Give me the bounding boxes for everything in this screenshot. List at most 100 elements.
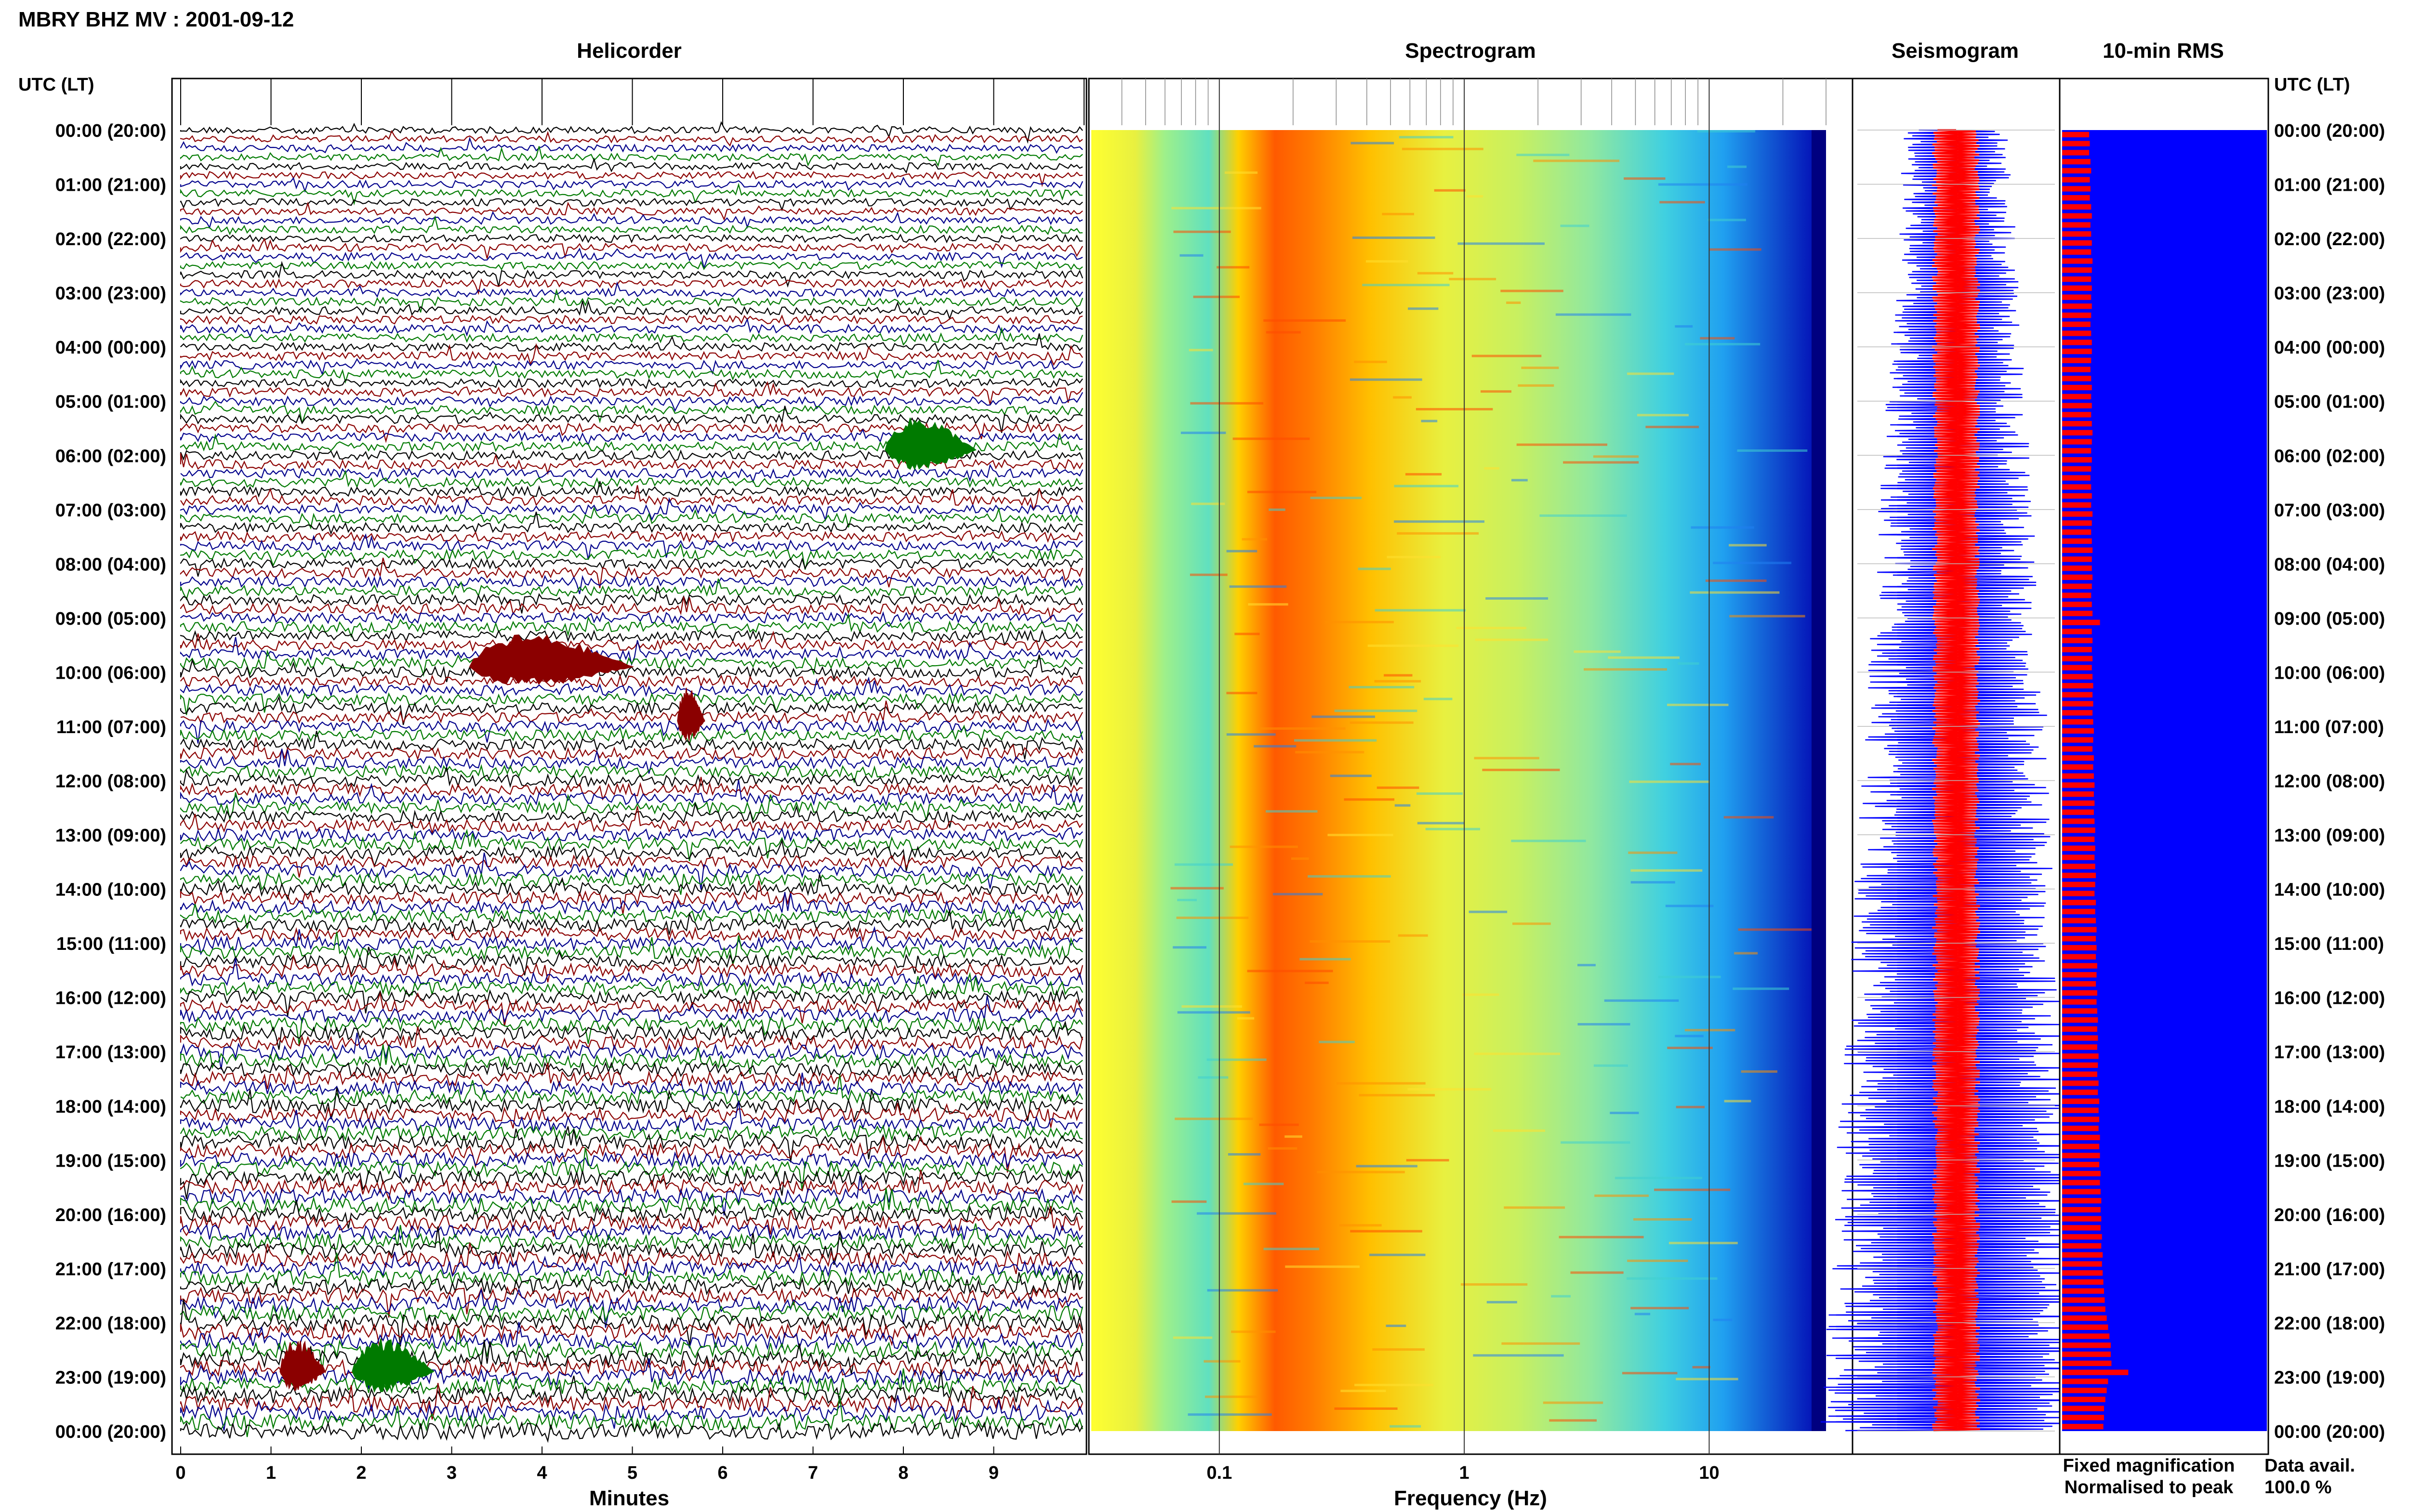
spectrogram-texture [1734, 952, 1758, 955]
spectrogram-texture [1665, 905, 1714, 907]
time-label-right: 07:00 (03:00) [2274, 500, 2385, 521]
rms-bar [2062, 240, 2092, 246]
rms-bar [2062, 285, 2092, 291]
helicorder-trace [180, 776, 1083, 801]
spectrogram-texture [1319, 1040, 1355, 1043]
spectrogram-texture [1628, 851, 1678, 854]
time-label-left: 10:00 (06:00) [55, 663, 166, 683]
helicorder-trace [180, 700, 1083, 724]
spectrogram-texture [1285, 1265, 1360, 1268]
spectrogram-texture [1658, 975, 1721, 978]
spectrogram-texture [1349, 686, 1415, 689]
helicorder-trace [180, 995, 1084, 1024]
spectrogram-texture [1733, 987, 1789, 990]
rms-bar [2062, 1243, 2102, 1249]
seismogram-panel [1820, 78, 2092, 1455]
spectrogram-texture [1684, 1029, 1735, 1032]
helicorder-trace [180, 574, 1084, 594]
rms-bar [2062, 638, 2093, 644]
rms-bar [2062, 421, 2092, 427]
helicorder-trace [180, 533, 1083, 560]
helicorder-trace [180, 724, 1083, 746]
spectrogram-texture [1244, 1183, 1284, 1185]
time-axis-left: 00:00 (20:00) 01:00 (21:00) 02:00 (22:00) 0… [55, 121, 166, 1442]
rms-bar [2062, 1369, 2129, 1375]
rms-bar [2062, 547, 2093, 553]
helicorder-trace [180, 674, 1084, 689]
spectrogram-texture [1504, 1206, 1565, 1209]
spectrogram-texture [1561, 1141, 1630, 1144]
helicorder-trace [180, 1151, 1084, 1179]
time-label-left: 07:00 (03:00) [55, 500, 166, 521]
rms-bar [2062, 511, 2093, 517]
minute-tick-label: 8 [898, 1463, 908, 1483]
time-label-right: 15:00 (11:00) [2274, 934, 2384, 954]
helicorder-title: Helicorder [577, 39, 682, 63]
helicorder-trace [180, 874, 1084, 901]
helicorder-trace [180, 926, 1083, 943]
helicorder-trace [180, 557, 1084, 589]
helicorder-trace [180, 1421, 1083, 1443]
time-label-left: 11:00 (07:00) [56, 717, 166, 737]
helicorder-trace [180, 1099, 1083, 1129]
rms-bar [2062, 1297, 2105, 1303]
spectrogram-texture [1248, 603, 1288, 606]
rms-bar [2062, 1198, 2102, 1204]
spectrogram-texture [1637, 414, 1689, 417]
spectrogram-texture [1707, 219, 1746, 222]
rms-bar [2062, 204, 2091, 210]
rms-bar [2062, 222, 2091, 228]
spectrogram-texture [1675, 325, 1693, 328]
rms-bar [2062, 457, 2092, 463]
helicorder-trace [180, 910, 1083, 939]
helicorder-trace [180, 317, 1083, 338]
rms-bar [2062, 592, 2091, 598]
helicorder-trace [180, 1206, 1083, 1237]
spectrogram-texture [1308, 875, 1391, 878]
spectrogram-texture [1471, 355, 1542, 357]
helicorder-trace [180, 1299, 1084, 1347]
rms-bar [2062, 583, 2092, 589]
rms-bar [2062, 1342, 2111, 1348]
minute-tick-label: 5 [627, 1463, 637, 1483]
spectrogram-texture [1434, 189, 1466, 192]
helicorder-trace [180, 1269, 1084, 1296]
spectrogram-texture [1299, 958, 1351, 960]
helicorder-panel [171, 78, 1087, 1455]
spectrogram-texture [1577, 964, 1596, 967]
helicorder-trace [180, 400, 1083, 424]
rms-bar [2062, 294, 2091, 300]
spectrogram-texture [1633, 1218, 1692, 1221]
rms-bar [2062, 864, 2095, 869]
spectrogram-texture [1654, 1188, 1731, 1191]
spectrogram-texture [1173, 230, 1231, 233]
spectrogram-texture [1405, 473, 1442, 476]
spectrogram-texture [1231, 1330, 1276, 1333]
helicorder-trace [180, 1032, 1083, 1070]
spectrogram-texture [1461, 1283, 1528, 1286]
spectrogram-texture [1352, 237, 1435, 239]
rms-bar [2062, 348, 2092, 355]
legend-fixed-magnification: Fixed magnification [2063, 1456, 2235, 1476]
helicorder-trace [180, 497, 1083, 522]
helicorder-trace [180, 696, 1083, 725]
rms-bar [2062, 384, 2092, 391]
spectrogram-texture [1372, 1348, 1425, 1351]
spectrogram-texture [1724, 1100, 1751, 1103]
rms-background [2062, 130, 2267, 1431]
rms-bar [2062, 927, 2097, 933]
helicorder-trace [180, 259, 1083, 271]
spectrogram-texture [1624, 177, 1666, 180]
time-label-left: 13:00 (09:00) [55, 826, 166, 846]
spectrogram-texture [1393, 396, 1412, 399]
rms-bar [2062, 131, 2090, 138]
rms-bar [2062, 1080, 2099, 1086]
helicorder-trace [180, 1395, 1084, 1431]
spectrogram-texture [1190, 402, 1264, 405]
spectrogram-texture [1226, 550, 1257, 552]
spectrogram-texture [1284, 1135, 1302, 1138]
rms-bar [2062, 999, 2097, 1005]
helicorder-trace [180, 1358, 1083, 1389]
spectrogram-texture [1334, 710, 1417, 712]
rms-bar [2062, 340, 2092, 345]
